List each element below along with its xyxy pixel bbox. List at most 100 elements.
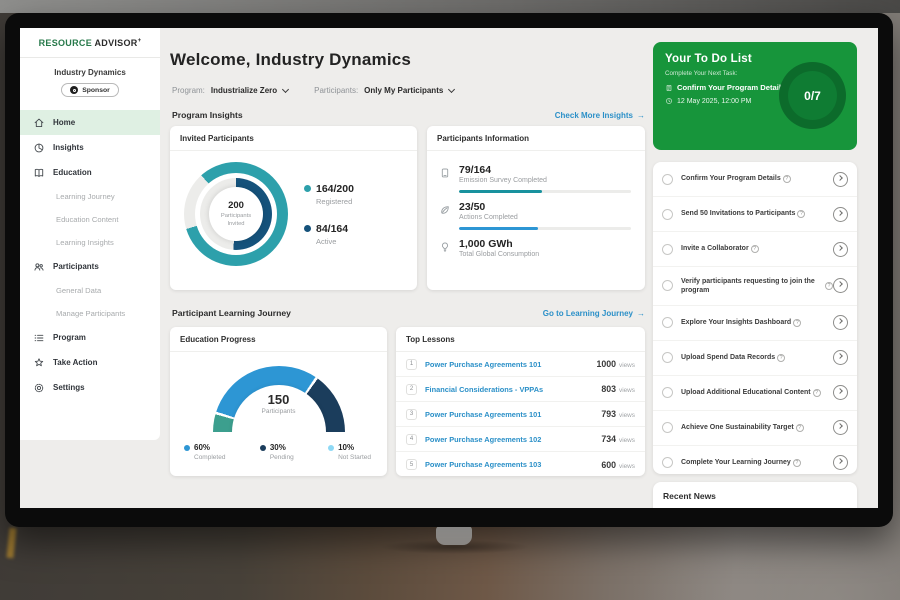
progress-bar bbox=[459, 227, 631, 230]
lesson-title-link[interactable]: Financial Considerations - VPPAs bbox=[425, 385, 543, 394]
todo-item-invite-a-collaborator[interactable]: Invite a Collaborator ? bbox=[653, 232, 857, 267]
legend-label: Not Started bbox=[338, 454, 371, 461]
monitor-stand bbox=[436, 526, 472, 545]
settings-icon bbox=[33, 382, 45, 394]
task-info-icon[interactable]: ? bbox=[813, 389, 821, 397]
task-info-icon[interactable]: ? bbox=[825, 282, 833, 290]
program-icon bbox=[33, 332, 45, 344]
consumption-icon bbox=[439, 241, 451, 253]
donut-center-label: Participants Invited bbox=[221, 213, 251, 228]
sidebar-item-home[interactable]: Home bbox=[20, 110, 160, 135]
task-open-button[interactable] bbox=[833, 242, 848, 257]
task-open-button[interactable] bbox=[833, 278, 848, 293]
sidebar-item-program[interactable]: Program bbox=[20, 325, 160, 350]
task-open-button[interactable] bbox=[833, 207, 848, 222]
task-info-icon[interactable]: ? bbox=[751, 245, 759, 253]
todo-item-explore-your-insights-dashboard[interactable]: Explore Your Insights Dashboard ? bbox=[653, 306, 857, 341]
task-open-button[interactable] bbox=[833, 350, 848, 365]
section-title: Program Insights bbox=[172, 110, 243, 120]
check-more-insights-link[interactable]: Check More Insights → bbox=[555, 111, 645, 120]
legend-value: 84/164 bbox=[316, 223, 348, 235]
lesson-title-link[interactable]: Power Purchase Agreements 102 bbox=[425, 435, 541, 444]
todo-item-verify-participants-requesting-to-join-the-program[interactable]: Verify participants requesting to join t… bbox=[653, 267, 857, 306]
education-progress-gauge: 150 Participants bbox=[213, 366, 345, 432]
sidebar-item-learning-journey[interactable]: Learning Journey bbox=[20, 185, 160, 208]
invited-participants-donut-chart: 200 Participants Invited bbox=[184, 162, 288, 266]
lesson-views-count: 600 bbox=[601, 460, 616, 470]
task-checkbox[interactable] bbox=[662, 280, 673, 291]
task-open-button[interactable] bbox=[833, 172, 848, 187]
card-title: Education Progress bbox=[170, 327, 387, 352]
sidebar-item-settings[interactable]: Settings bbox=[20, 375, 160, 400]
donut-legend: 164/200 Registered 84/164 Active bbox=[304, 183, 354, 246]
todo-item-complete-your-learning-journey[interactable]: Complete Your Learning Journey ? bbox=[653, 446, 857, 474]
task-label: Achieve One Sustainability Target bbox=[681, 423, 794, 432]
task-checkbox[interactable] bbox=[662, 422, 673, 433]
task-open-button[interactable] bbox=[833, 420, 848, 435]
sidebar-item-general-data[interactable]: General Data bbox=[20, 279, 160, 302]
sidebar-item-insights[interactable]: Insights bbox=[20, 135, 160, 160]
lesson-views-suffix: views bbox=[619, 387, 635, 394]
stat-value: 23/50 bbox=[459, 201, 631, 213]
task-open-button[interactable] bbox=[833, 455, 848, 470]
sidebar-item-label: Learning Insights bbox=[56, 238, 114, 247]
filter-value: Only My Participants bbox=[364, 86, 443, 95]
legend-value: 60% bbox=[194, 443, 210, 452]
todo-item-send-50-invitations-to-participants[interactable]: Send 50 Invitations to Participants ? bbox=[653, 197, 857, 232]
stat-label: Emission Survey Completed bbox=[459, 177, 631, 184]
task-checkbox[interactable] bbox=[662, 174, 673, 185]
sidebar-item-education-content[interactable]: Education Content bbox=[20, 208, 160, 231]
lesson-row: 5 Power Purchase Agreements 103 600 view… bbox=[396, 452, 645, 477]
go-to-learning-journey-link[interactable]: Go to Learning Journey → bbox=[543, 309, 645, 318]
task-label: Explore Your Insights Dashboard bbox=[681, 318, 791, 327]
page-title: Welcome, Industry Dynamics bbox=[170, 50, 411, 70]
sidebar-item-participants[interactable]: Participants bbox=[20, 254, 160, 279]
task-info-icon[interactable]: ? bbox=[797, 210, 805, 218]
task-open-button[interactable] bbox=[833, 315, 848, 330]
lesson-title-link[interactable]: Power Purchase Agreements 101 bbox=[425, 410, 541, 419]
filter-dropdown-program[interactable]: Program: Industrialize Zero bbox=[172, 86, 288, 95]
sidebar-item-learning-insights[interactable]: Learning Insights bbox=[20, 231, 160, 254]
progress-bar bbox=[459, 190, 631, 193]
task-info-icon[interactable]: ? bbox=[796, 424, 804, 432]
legend-value: 30% bbox=[270, 443, 286, 452]
filter-label: Participants: bbox=[314, 86, 358, 95]
task-open-button[interactable] bbox=[833, 385, 848, 400]
task-info-icon[interactable]: ? bbox=[783, 175, 791, 183]
sponsor-badge[interactable]: Sponsor bbox=[61, 83, 119, 97]
lesson-views-count: 734 bbox=[601, 434, 616, 444]
todo-item-upload-additional-educational-content[interactable]: Upload Additional Educational Content ? bbox=[653, 376, 857, 411]
todo-item-upload-spend-data-records[interactable]: Upload Spend Data Records ? bbox=[653, 341, 857, 376]
task-checkbox[interactable] bbox=[662, 457, 673, 468]
sidebar-item-take-action[interactable]: Take Action bbox=[20, 350, 160, 375]
task-checkbox[interactable] bbox=[662, 352, 673, 363]
todo-progress-value: 0/7 bbox=[804, 89, 821, 103]
lesson-title-link[interactable]: Power Purchase Agreements 103 bbox=[425, 460, 541, 469]
participants-info-stats: 79/164 Emission Survey Completed 23/50 A… bbox=[427, 151, 645, 258]
filter-dropdown-participants[interactable]: Participants: Only My Participants bbox=[314, 86, 454, 95]
legend-item: 60% Completed bbox=[184, 443, 225, 461]
stat-label: Actions Completed bbox=[459, 214, 631, 221]
sidebar-item-education[interactable]: Education bbox=[20, 160, 160, 185]
sidebar-item-label: General Data bbox=[56, 286, 101, 295]
task-info-icon[interactable]: ? bbox=[777, 354, 785, 362]
todo-item-achieve-one-sustainability-target[interactable]: Achieve One Sustainability Target ? bbox=[653, 411, 857, 446]
sidebar-item-label: Education Content bbox=[56, 215, 118, 224]
insights-icon bbox=[33, 142, 45, 154]
task-checkbox[interactable] bbox=[662, 244, 673, 255]
recent-news-card: Recent News bbox=[653, 482, 857, 508]
chevron-down-icon bbox=[282, 85, 289, 92]
task-checkbox[interactable] bbox=[662, 209, 673, 220]
lesson-views-suffix: views bbox=[619, 463, 635, 470]
task-checkbox[interactable] bbox=[662, 317, 673, 328]
task-info-icon[interactable]: ? bbox=[793, 459, 801, 467]
todo-item-confirm-your-program-details[interactable]: Confirm Your Program Details ? bbox=[653, 162, 857, 197]
lesson-title-link[interactable]: Power Purchase Agreements 101 bbox=[425, 360, 541, 369]
sidebar-item-manage-participants[interactable]: Manage Participants bbox=[20, 302, 160, 325]
task-checkbox[interactable] bbox=[662, 387, 673, 398]
todo-task-list-card: Confirm Your Program Details ? Send 50 I… bbox=[653, 162, 857, 474]
legend-label: Completed bbox=[194, 454, 225, 461]
legend-item: 164/200 Registered bbox=[304, 183, 354, 206]
home-icon bbox=[33, 117, 45, 129]
task-info-icon[interactable]: ? bbox=[793, 319, 801, 327]
